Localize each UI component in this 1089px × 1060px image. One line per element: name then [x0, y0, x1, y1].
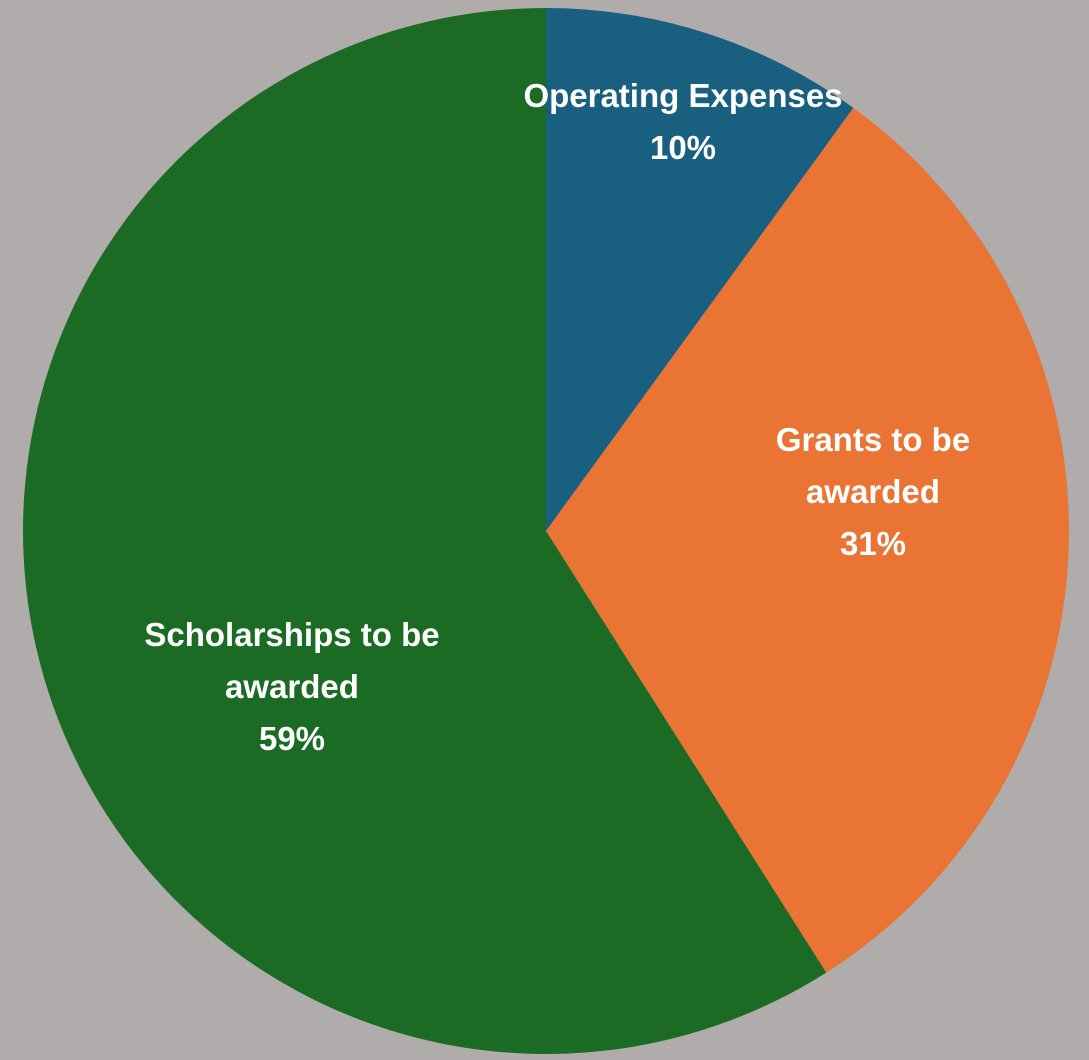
data-label-scholarships-to-be-awarded: Scholarships to be awarded 59% [144, 616, 439, 757]
data-label-line: Grants to be [776, 421, 970, 458]
pie-slice-operating-expenses [546, 8, 854, 531]
data-label-line: 10% [650, 129, 716, 166]
data-label-line: awarded [806, 473, 940, 510]
data-label-line: 31% [840, 525, 906, 562]
data-label-grants-to-be-awarded: Grants to be awarded 31% [776, 421, 970, 562]
data-label-line: Scholarships to be [144, 616, 439, 653]
pie-slice-scholarships-to-be-awarded [22, 8, 827, 1054]
data-label-operating-expenses: Operating Expenses 10% [523, 77, 842, 166]
data-label-line: 59% [259, 720, 325, 757]
pie-slice-grants-to-be-awarded [546, 107, 1069, 973]
data-label-line: awarded [225, 668, 359, 705]
data-label-line: Operating Expenses [523, 77, 842, 114]
